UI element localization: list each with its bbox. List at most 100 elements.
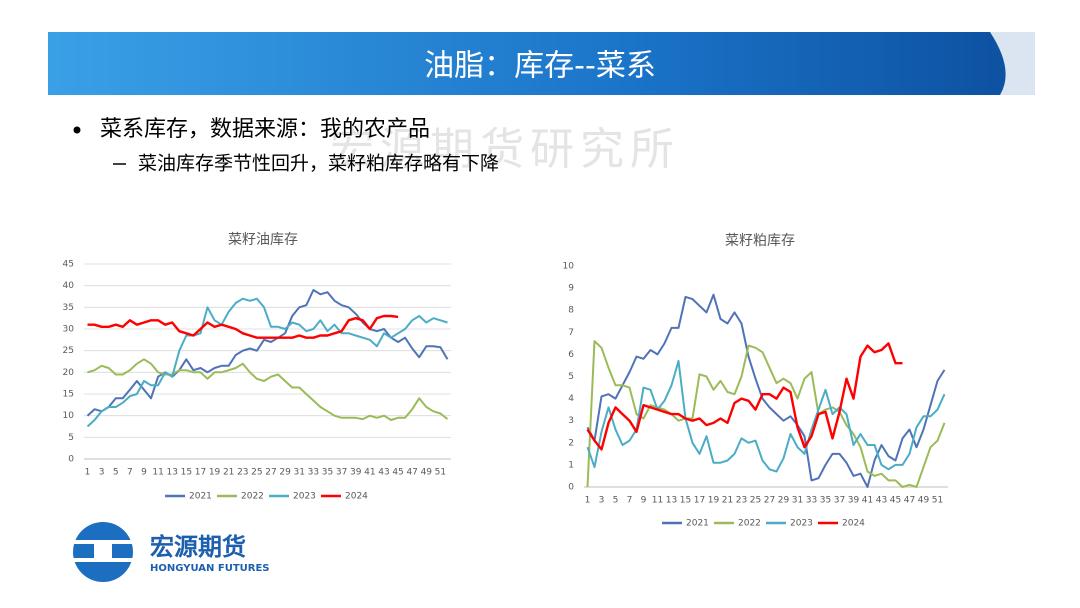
x-tick-label: 5 [113, 468, 119, 478]
y-tick-label: 6 [568, 350, 574, 360]
y-tick-label: 10 [563, 262, 575, 272]
logo-english: HONGYUAN FUTURES [150, 563, 270, 574]
legend-label: 2024 [345, 492, 368, 502]
series-line [586, 340, 946, 488]
y-tick-label: 10 [63, 411, 75, 421]
bullet-text: 菜系库存，数据来源：我的农产品 [100, 117, 430, 142]
y-tick-label: 1 [568, 460, 574, 470]
x-tick-label: 33 [308, 468, 319, 478]
legend-label: 2024 [842, 519, 865, 529]
x-tick-label: 1 [585, 496, 591, 506]
watermark: 宏源期货研究所 [330, 124, 680, 175]
x-tick-label: 11 [652, 496, 663, 506]
y-tick-label: 0 [68, 455, 74, 465]
x-tick-label: 15 [181, 468, 192, 478]
x-tick-label: 27 [764, 496, 775, 506]
x-tick-label: 45 [890, 496, 901, 506]
series-line [87, 314, 399, 339]
x-tick-label: 3 [99, 468, 105, 478]
y-tick-label: 5 [68, 433, 74, 443]
series-line [586, 360, 946, 473]
x-tick-label: 21 [223, 468, 234, 478]
x-tick-label: 39 [848, 496, 860, 506]
x-tick-label: 23 [237, 468, 248, 478]
sub-bullet-text: 菜油库存季节性回升，菜籽粕库存略有下降 [138, 153, 499, 175]
y-tick-label: 35 [63, 303, 74, 313]
y-tick-label: 45 [63, 260, 74, 270]
x-tick-label: 51 [435, 468, 446, 478]
y-tick-label: 9 [568, 284, 574, 294]
x-tick-label: 31 [792, 496, 803, 506]
x-tick-label: 51 [932, 496, 943, 506]
x-tick-label: 37 [336, 468, 347, 478]
x-tick-label: 25 [251, 468, 262, 478]
x-tick-label: 39 [350, 468, 362, 478]
legend-label: 2023 [293, 492, 316, 502]
slide-title: 油脂：库存--菜系 [424, 49, 656, 84]
x-tick-label: 35 [322, 468, 333, 478]
y-tick-label: 8 [568, 306, 574, 316]
chart-title: 菜籽粕库存 [725, 233, 795, 249]
x-tick-label: 45 [392, 468, 403, 478]
x-tick-label: 13 [666, 496, 677, 506]
y-tick-label: 30 [63, 325, 75, 335]
y-tick-label: 25 [63, 346, 74, 356]
header-swoosh [990, 32, 1035, 95]
x-tick-label: 41 [364, 468, 375, 478]
y-tick-label: 3 [568, 416, 574, 426]
bullet-dot [73, 126, 81, 134]
x-tick-label: 9 [141, 468, 147, 478]
x-tick-label: 11 [152, 468, 163, 478]
logo: 宏源期货 HONGYUAN FUTURES [72, 522, 270, 582]
x-tick-label: 7 [127, 468, 133, 478]
x-tick-label: 23 [736, 496, 747, 506]
x-tick-label: 13 [166, 468, 177, 478]
x-tick-label: 25 [750, 496, 761, 506]
x-tick-label: 47 [904, 496, 915, 506]
x-tick-label: 15 [680, 496, 691, 506]
series-line [87, 358, 449, 421]
series-line [586, 293, 946, 488]
legend-label: 2022 [738, 519, 761, 529]
legend-label: 2022 [241, 492, 264, 502]
series-line [86, 289, 449, 417]
x-tick-label: 41 [862, 496, 873, 506]
x-tick-label: 27 [265, 468, 276, 478]
legend-label: 2021 [686, 519, 709, 529]
header-band [48, 32, 1035, 95]
y-tick-label: 7 [568, 328, 574, 338]
x-tick-label: 7 [627, 496, 633, 506]
x-tick-label: 29 [279, 468, 291, 478]
x-tick-label: 43 [378, 468, 389, 478]
y-tick-label: 40 [63, 281, 75, 291]
legend-label: 2021 [189, 492, 212, 502]
x-tick-label: 47 [406, 468, 417, 478]
y-tick-label: 0 [568, 483, 574, 493]
x-tick-label: 3 [599, 496, 605, 506]
x-tick-label: 19 [209, 468, 221, 478]
x-tick-label: 17 [195, 468, 206, 478]
x-tick-label: 37 [834, 496, 845, 506]
logo-square [94, 543, 112, 561]
x-tick-label: 1 [85, 468, 91, 478]
x-tick-label: 17 [694, 496, 705, 506]
chart-title: 菜籽油库存 [228, 232, 298, 248]
x-tick-label: 29 [778, 496, 790, 506]
logo-stripe [72, 540, 134, 544]
logo-name: 宏源期货 [150, 533, 246, 561]
x-tick-label: 49 [421, 468, 433, 478]
y-tick-label: 5 [568, 372, 574, 382]
x-tick-label: 5 [613, 496, 619, 506]
y-tick-label: 15 [63, 390, 74, 400]
x-tick-label: 49 [918, 496, 930, 506]
y-tick-label: 20 [63, 368, 75, 378]
series-line [586, 342, 903, 451]
series-line [86, 297, 448, 428]
y-tick-label: 2 [568, 438, 574, 448]
x-tick-label: 33 [806, 496, 817, 506]
x-tick-label: 9 [641, 496, 647, 506]
x-tick-label: 21 [722, 496, 733, 506]
